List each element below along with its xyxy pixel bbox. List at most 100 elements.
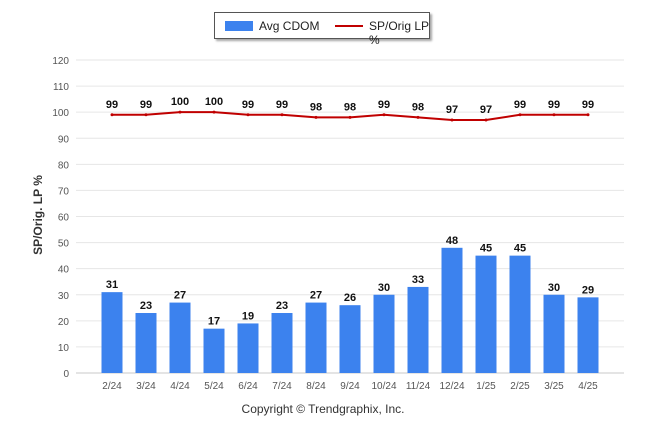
x-tick-label: 10/24 xyxy=(371,381,396,392)
bar-value-label: 30 xyxy=(548,282,560,294)
bar xyxy=(543,294,565,373)
line-value-label: 99 xyxy=(276,99,288,111)
x-axis-ticks: 2/24 3/24 4/24 5/24 6/24 7/24 8/24 9/24 10/24 11/… xyxy=(102,381,598,392)
y-tick-label: 50 xyxy=(58,239,70,250)
line-point xyxy=(144,113,148,117)
x-tick-label: 5/24 xyxy=(204,381,224,392)
line-point xyxy=(212,110,216,114)
bar-value-label: 27 xyxy=(310,290,322,302)
line-point xyxy=(416,115,420,119)
x-tick-label: 3/24 xyxy=(136,381,156,392)
line-value-label: 97 xyxy=(480,104,492,116)
line-value-label: 100 xyxy=(205,96,223,108)
line-value-label: 99 xyxy=(378,99,390,111)
line-value-label: 98 xyxy=(310,101,322,113)
line-point xyxy=(314,115,318,119)
line-series xyxy=(110,110,590,122)
line-point xyxy=(586,113,590,117)
line-value-label: 97 xyxy=(446,104,458,116)
legend-bar-swatch xyxy=(225,21,253,31)
bar xyxy=(203,328,225,373)
line-point xyxy=(348,115,352,119)
x-tick-label: 2/25 xyxy=(510,381,530,392)
bar-value-label: 27 xyxy=(174,290,186,302)
y-tick-label: 110 xyxy=(53,82,69,93)
line-value-label: 99 xyxy=(106,99,118,111)
legend-bar-label: Avg CDOM xyxy=(259,19,320,33)
y-axis-title: SP/Orig. LP % xyxy=(31,175,45,255)
x-tick-label: 1/25 xyxy=(476,381,496,392)
y-tick-label: 10 xyxy=(58,343,70,354)
x-tick-label: 12/24 xyxy=(439,381,464,392)
y-tick-label: 30 xyxy=(58,291,70,302)
x-tick-label: 4/25 xyxy=(578,381,598,392)
y-axis-ticks: 0 10 20 30 40 50 60 70 80 90 100 110 120 xyxy=(52,56,69,380)
x-tick-label: 11/24 xyxy=(406,381,431,392)
line-value-label: 99 xyxy=(140,99,152,111)
bar xyxy=(373,294,395,373)
y-tick-label: 20 xyxy=(58,317,70,328)
bar xyxy=(475,255,497,373)
x-tick-label: 8/24 xyxy=(306,381,326,392)
y-tick-label: 90 xyxy=(58,134,70,145)
bar xyxy=(135,313,157,373)
line-value-label: 100 xyxy=(171,96,189,108)
y-tick-label: 70 xyxy=(58,186,70,197)
bar-value-label: 45 xyxy=(514,243,526,255)
line-value-label: 99 xyxy=(242,99,254,111)
y-tick-label: 0 xyxy=(63,369,69,380)
bar xyxy=(441,247,463,373)
bar-value-label: 48 xyxy=(446,235,458,247)
line-point xyxy=(450,118,454,122)
bar-value-label: 26 xyxy=(344,292,356,304)
line-value-label: 99 xyxy=(514,99,526,111)
y-tick-label: 40 xyxy=(58,265,70,276)
x-tick-label: 3/25 xyxy=(544,381,564,392)
x-tick-label: 4/24 xyxy=(170,381,190,392)
legend: Avg CDOM SP/Orig LP % xyxy=(214,12,430,47)
x-tick-label: 9/24 xyxy=(340,381,360,392)
bar-value-label: 45 xyxy=(480,243,492,255)
line-point xyxy=(178,110,182,114)
y-tick-label: 100 xyxy=(52,108,69,119)
bar xyxy=(339,305,361,373)
bar xyxy=(169,302,191,373)
bar xyxy=(577,297,599,373)
bar xyxy=(509,255,531,373)
bar-value-label: 23 xyxy=(140,300,152,312)
legend-line-label: SP/Orig LP % xyxy=(369,19,429,47)
bar-value-label: 30 xyxy=(378,282,390,294)
x-tick-label: 2/24 xyxy=(102,381,122,392)
line-point xyxy=(246,113,250,117)
copyright-text: Copyright © Trendgraphix, Inc. xyxy=(241,402,405,416)
y-tick-label: 80 xyxy=(58,160,70,171)
bar-value-label: 19 xyxy=(242,310,254,322)
line-value-label: 98 xyxy=(412,101,424,113)
line-value-label: 99 xyxy=(582,99,594,111)
line-point xyxy=(552,113,556,117)
bar xyxy=(271,313,293,373)
y-tick-label: 60 xyxy=(58,213,70,224)
bar-value-label: 23 xyxy=(276,300,288,312)
bar-value-label: 33 xyxy=(412,274,424,286)
bar-value-label: 31 xyxy=(106,279,118,291)
line-point xyxy=(484,118,488,122)
line-point xyxy=(280,113,284,117)
data-labels: 31 23 27 17 19 23 27 26 30 33 48 45 45 30 29 99 99 100 100… xyxy=(106,96,594,327)
bar xyxy=(407,286,429,373)
line-value-label: 99 xyxy=(548,99,560,111)
x-tick-label: 7/24 xyxy=(272,381,292,392)
line-point xyxy=(110,113,114,117)
y-tick-label: 120 xyxy=(52,56,69,67)
line-value-label: 98 xyxy=(344,101,356,113)
line-point xyxy=(382,113,386,117)
bar xyxy=(101,292,123,373)
bar-series xyxy=(101,247,599,373)
line-point xyxy=(518,113,522,117)
x-tick-label: 6/24 xyxy=(238,381,258,392)
bar-value-label: 17 xyxy=(208,316,220,328)
bar xyxy=(237,323,259,373)
bar xyxy=(305,302,327,373)
bar-value-label: 29 xyxy=(582,284,594,296)
